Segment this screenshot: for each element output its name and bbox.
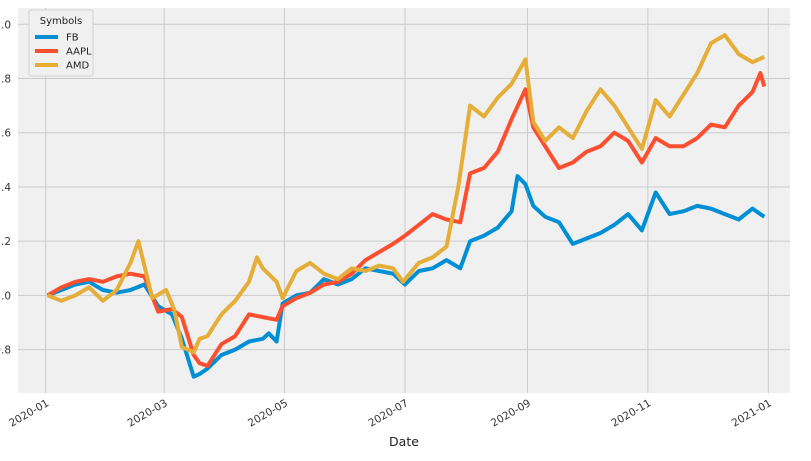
legend-entries: FB AAPL AMD [35,33,92,72]
plot-area [18,8,790,393]
legend-title: Symbols [40,16,82,27]
legend-label-amd: AMD [66,61,89,72]
y-tick-label: 1.4 [0,182,11,194]
series-lines [46,33,767,379]
y-axis-ticks: 0.8 1.0 1.2 1.4 1.6 1.8 2.0 [0,19,11,356]
legend: Symbols FB AAPL AMD [28,9,94,77]
series-line-amd [46,33,766,355]
y-tick-label: 0.8 [0,345,11,357]
y-tick-label: 2.0 [0,19,11,31]
x-axis-label: Date [389,434,419,449]
legend-label-aapl: AAPL [66,47,92,58]
y-tick-label: 1.6 [0,128,11,140]
y-tick-label: 1.8 [0,73,11,85]
legend-box [28,9,94,77]
legend-label-fb: FB [66,33,79,44]
y-tick-label: 1.2 [0,236,11,248]
y-tick-label: 1.0 [0,290,11,302]
